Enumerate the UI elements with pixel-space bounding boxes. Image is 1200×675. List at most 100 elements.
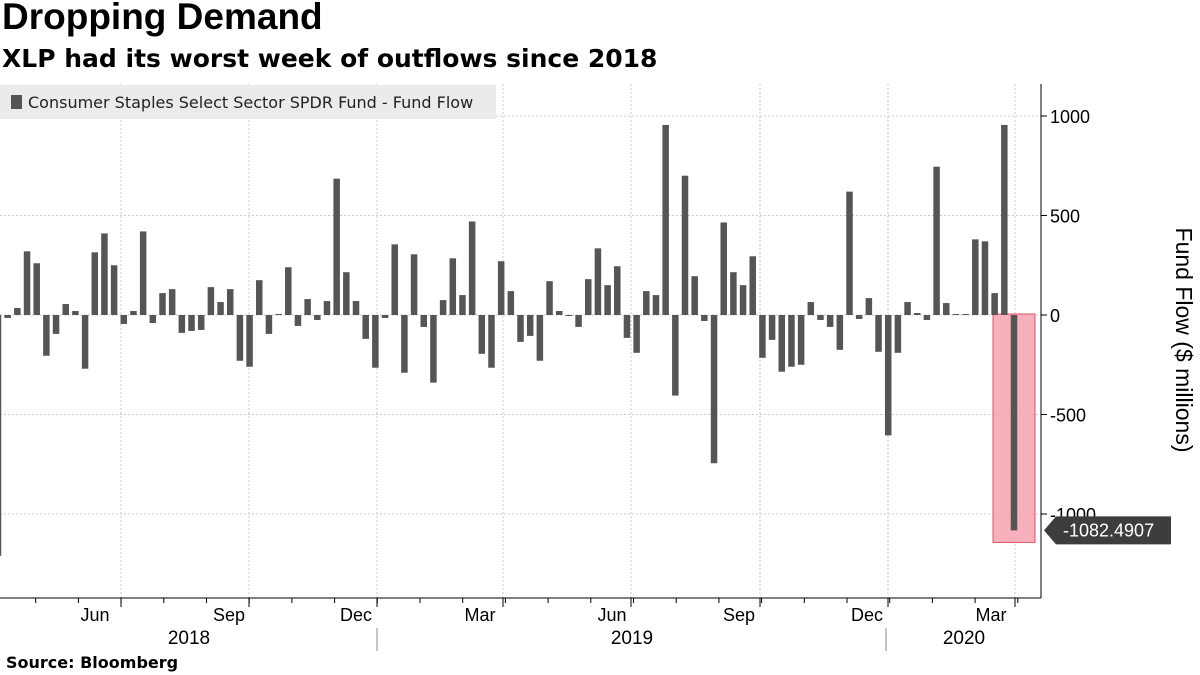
x-month-label: Mar (465, 605, 496, 625)
bar (110, 265, 118, 315)
y-tick-label: 1000 (1050, 107, 1090, 127)
bar (1001, 124, 1008, 315)
bar (604, 285, 611, 315)
bar (633, 315, 640, 353)
bar (449, 258, 457, 315)
bar (546, 281, 553, 315)
y-tick-label: -500 (1050, 406, 1086, 426)
bar (139, 231, 147, 315)
y-tick-label: 500 (1050, 207, 1080, 227)
bar (884, 315, 892, 436)
bar (265, 315, 273, 334)
bar (565, 315, 573, 316)
bar (517, 315, 524, 342)
bar (149, 315, 157, 323)
bar (759, 315, 766, 358)
bar (913, 313, 921, 315)
bar (459, 295, 466, 315)
bar (991, 293, 998, 315)
bar (381, 315, 389, 318)
bar (836, 315, 844, 350)
legend-label: Consumer Staples Select Sector SPDR Fund… (28, 93, 473, 112)
bar (323, 301, 331, 315)
bar (643, 291, 650, 315)
bar (652, 295, 660, 315)
bar (197, 315, 205, 330)
bars (0, 124, 1018, 556)
bar (401, 315, 408, 373)
bar (439, 300, 447, 315)
bar (81, 315, 89, 369)
bar (130, 311, 137, 315)
bar (1010, 315, 1018, 531)
bar (178, 315, 186, 333)
bar (981, 241, 989, 315)
source-note: Source: Bloomberg (6, 653, 179, 672)
bar (72, 311, 79, 315)
bar (478, 315, 486, 354)
bar (720, 222, 727, 315)
bar (788, 315, 795, 367)
bar (188, 315, 195, 331)
bar (749, 256, 756, 315)
bar (623, 315, 631, 338)
bar (575, 315, 582, 327)
bar (739, 285, 747, 315)
x-month-label: Jun (597, 605, 626, 625)
callout-tag (1044, 516, 1171, 545)
bar (768, 315, 776, 340)
bar (681, 175, 689, 315)
bar (701, 315, 708, 321)
chart-title: Dropping Demand (2, 0, 323, 37)
bar (236, 315, 244, 361)
x-year-label: 2019 (611, 628, 653, 649)
x-month-label: Jun (80, 605, 109, 625)
bar (52, 315, 60, 334)
bar (207, 287, 215, 315)
x-month-label: Dec (851, 605, 883, 625)
bar (672, 315, 679, 396)
bar (4, 315, 11, 318)
bar (159, 293, 166, 315)
bar (730, 272, 737, 315)
bar (285, 267, 292, 315)
bar (275, 314, 282, 316)
bar (488, 315, 495, 368)
bar (614, 266, 621, 315)
bar (120, 315, 128, 324)
bar (362, 315, 369, 339)
x-month-label: Sep (723, 605, 755, 625)
bar (343, 272, 350, 315)
x-year-label: 2020 (943, 628, 985, 649)
bar (536, 315, 544, 361)
bar (817, 315, 824, 320)
x-year-label: 2018 (168, 628, 210, 649)
bar (894, 315, 902, 353)
bar (826, 315, 834, 327)
bar (952, 314, 960, 316)
bar (410, 254, 418, 315)
bar (807, 302, 815, 315)
bar (933, 166, 940, 315)
bar (420, 315, 428, 327)
bar (497, 261, 505, 315)
bar (314, 315, 321, 320)
bar (372, 315, 379, 368)
y-tick-label: 0 (1050, 306, 1060, 326)
bar (846, 191, 853, 315)
bar (0, 315, 2, 556)
bar (778, 315, 786, 372)
bar (33, 263, 40, 315)
bar (14, 308, 21, 315)
bar (594, 248, 602, 315)
chart-subtitle: XLP had its worst week of outflows since… (2, 44, 658, 73)
callout-value: -1082.4907 (1063, 520, 1154, 540)
bar (43, 315, 50, 356)
legend-background (0, 85, 496, 119)
bar (352, 301, 360, 315)
legend-swatch (11, 95, 22, 109)
bar (304, 299, 311, 315)
bar (855, 315, 863, 319)
